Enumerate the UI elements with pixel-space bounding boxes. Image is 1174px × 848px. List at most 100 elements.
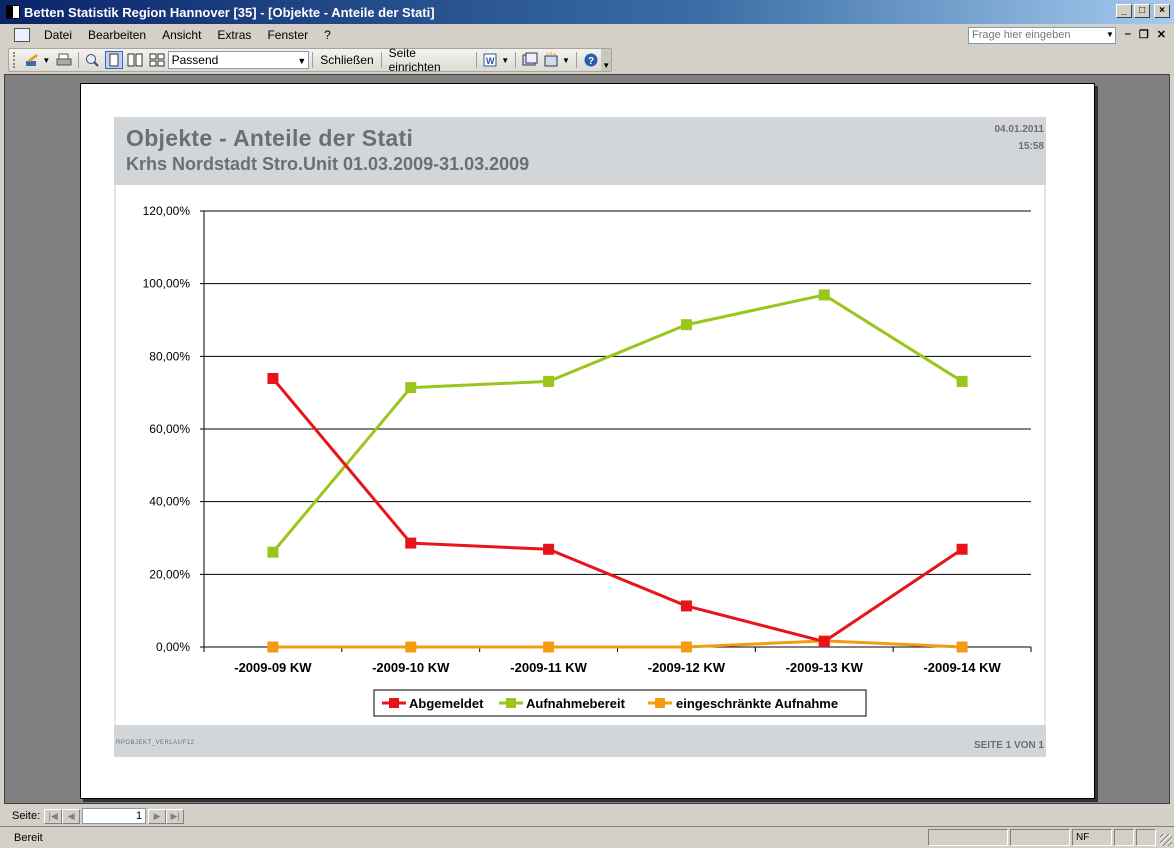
- data-point: [543, 641, 555, 653]
- zoom-select[interactable]: Passend ▼: [167, 51, 310, 69]
- status-cell: [1114, 829, 1134, 846]
- view-design-icon[interactable]: [23, 51, 40, 69]
- document-icon[interactable]: [14, 28, 30, 42]
- chart-area: 0,00% 20,00% 40,00% 60,00% 80,00% 100,00% 120,…: [114, 185, 1046, 725]
- data-point: [818, 289, 830, 301]
- data-point: [818, 636, 830, 648]
- app-icon[interactable]: [6, 5, 20, 19]
- data-point: [680, 319, 692, 331]
- legend-label: Abgemeldet: [409, 696, 484, 711]
- close-button[interactable]: ×: [1154, 4, 1170, 18]
- multiple-pages-icon[interactable]: [148, 51, 165, 69]
- report-page-number: SEITE 1 VON 1: [973, 740, 1044, 751]
- report-title: Objekte - Anteile der Stati: [126, 125, 414, 151]
- report-time: 15:58: [1018, 141, 1044, 152]
- status-cell: [928, 829, 1008, 846]
- zoom-select-value: Passend: [171, 53, 219, 67]
- legend-marker: [389, 698, 399, 708]
- zoom-icon[interactable]: [84, 51, 101, 69]
- data-point: [956, 543, 968, 555]
- page-label: Seite:: [12, 810, 41, 822]
- menu-help[interactable]: ?: [324, 28, 331, 42]
- y-tick-label: 60,00%: [149, 422, 190, 436]
- page-navigation-bar: Seite: |◀ ◀ 1 ▶ ▶|: [0, 806, 1174, 826]
- toolbar-options-button[interactable]: ▼: [601, 49, 612, 71]
- database-window-icon[interactable]: [521, 51, 538, 69]
- next-page-button[interactable]: ▶: [148, 808, 167, 824]
- report-subtitle: Krhs Nordstadt Stro.Unit 01.03.2009-31.0…: [126, 154, 530, 174]
- data-point: [680, 641, 692, 653]
- help-icon[interactable]: ?: [582, 51, 599, 69]
- data-point: [267, 546, 279, 558]
- data-point: [267, 372, 279, 384]
- mdi-restore-button[interactable]: ❐: [1138, 29, 1149, 41]
- x-tick-label: -2009-13 KW: [786, 660, 864, 675]
- menu-extras[interactable]: Extras: [217, 28, 252, 42]
- toolbar-grip[interactable]: [13, 52, 17, 68]
- status-cell-nf: NF: [1072, 829, 1112, 846]
- maximize-button[interactable]: □: [1134, 4, 1150, 18]
- chevron-down-icon[interactable]: ▼: [562, 55, 570, 65]
- x-tick-label: -2009-11 KW: [510, 660, 587, 675]
- window-title: Betten Statistik Region Hannover [35] - …: [24, 4, 435, 20]
- legend-label: eingeschränkte Aufnahme: [676, 696, 838, 711]
- series-line-2: [272, 639, 963, 649]
- help-search-input[interactable]: Frage hier eingeben: [968, 27, 1116, 44]
- menu-bearbeiten[interactable]: Bearbeiten: [88, 28, 147, 42]
- title-bar: Betten Statistik Region Hannover [35] - …: [0, 0, 1174, 24]
- y-tick-label: 80,00%: [149, 349, 190, 363]
- data-point: [680, 600, 692, 612]
- x-tick-label: -2009-10 KW: [372, 660, 450, 675]
- menu-ansicht[interactable]: Ansicht: [162, 28, 202, 42]
- menu-datei[interactable]: Datei: [44, 28, 73, 42]
- x-tick-label: -2009-09 KW: [234, 660, 312, 675]
- first-page-button[interactable]: |◀: [44, 808, 63, 824]
- status-text: Bereit: [14, 831, 43, 844]
- x-tick-label: -2009-14 KW: [923, 660, 1001, 675]
- y-tick-label: 20,00%: [149, 567, 190, 581]
- y-tick-label: 120,00%: [143, 204, 191, 218]
- data-point: [405, 382, 417, 394]
- preview-area[interactable]: Objekte - Anteile der Stati Krhs Nordsta…: [4, 74, 1170, 804]
- legend-marker: [506, 698, 516, 708]
- new-object-icon[interactable]: [543, 51, 560, 69]
- chevron-down-icon: ▼: [297, 56, 307, 66]
- data-point: [405, 641, 417, 653]
- menu-bar: Datei Bearbeiten Ansicht Extras Fenster …: [0, 24, 1174, 46]
- mdi-minimize-button[interactable]: –: [1124, 28, 1131, 40]
- report-date: 04.01.2011: [994, 124, 1045, 135]
- data-point: [956, 641, 968, 653]
- last-page-button[interactable]: ▶|: [166, 808, 185, 824]
- report-footer: RPOBJEKT_VERLAUF12 SEITE 1 VON 1: [114, 725, 1046, 757]
- mdi-close-button[interactable]: ✕: [1156, 29, 1166, 41]
- data-point: [267, 641, 279, 653]
- minimize-button[interactable]: _: [1116, 4, 1132, 18]
- resize-grip[interactable]: [1160, 834, 1172, 846]
- svg-text:W: W: [486, 56, 495, 66]
- y-tick-label: 0,00%: [156, 640, 190, 654]
- menu-fenster[interactable]: Fenster: [267, 28, 309, 42]
- print-preview-toolbar: ▼ Passend ▼ Schließen Seite einrichten W…: [8, 46, 612, 74]
- report-header: Objekte - Anteile der Stati Krhs Nordsta…: [114, 117, 1046, 185]
- word-export-icon[interactable]: W: [482, 51, 499, 69]
- legend-box: [373, 689, 867, 717]
- chevron-down-icon[interactable]: ▼: [42, 55, 51, 65]
- page-number-input[interactable]: 1: [82, 808, 147, 824]
- series-line-1: [271, 293, 963, 554]
- line-chart: 0,00% 20,00% 40,00% 60,00% 80,00% 100,00% 120,…: [143, 204, 1032, 717]
- two-pages-icon[interactable]: [127, 51, 144, 69]
- previous-page-button[interactable]: ◀: [62, 808, 81, 824]
- data-point: [405, 537, 417, 549]
- y-tick-label: 40,00%: [149, 495, 190, 509]
- page-setup-button[interactable]: Seite einrichten: [388, 46, 441, 74]
- close-preview-button[interactable]: Schließen: [320, 53, 374, 67]
- series-line-0: [271, 377, 963, 644]
- data-point: [543, 375, 555, 387]
- print-icon[interactable]: [55, 51, 72, 69]
- status-cell: [1010, 829, 1070, 846]
- chevron-down-icon[interactable]: ▼: [1106, 30, 1114, 39]
- legend-label: Aufnahmebereit: [526, 696, 626, 711]
- report-code: RPOBJEKT_VERLAUF12: [116, 740, 195, 746]
- one-page-icon[interactable]: [105, 51, 123, 69]
- chevron-down-icon[interactable]: ▼: [501, 55, 510, 65]
